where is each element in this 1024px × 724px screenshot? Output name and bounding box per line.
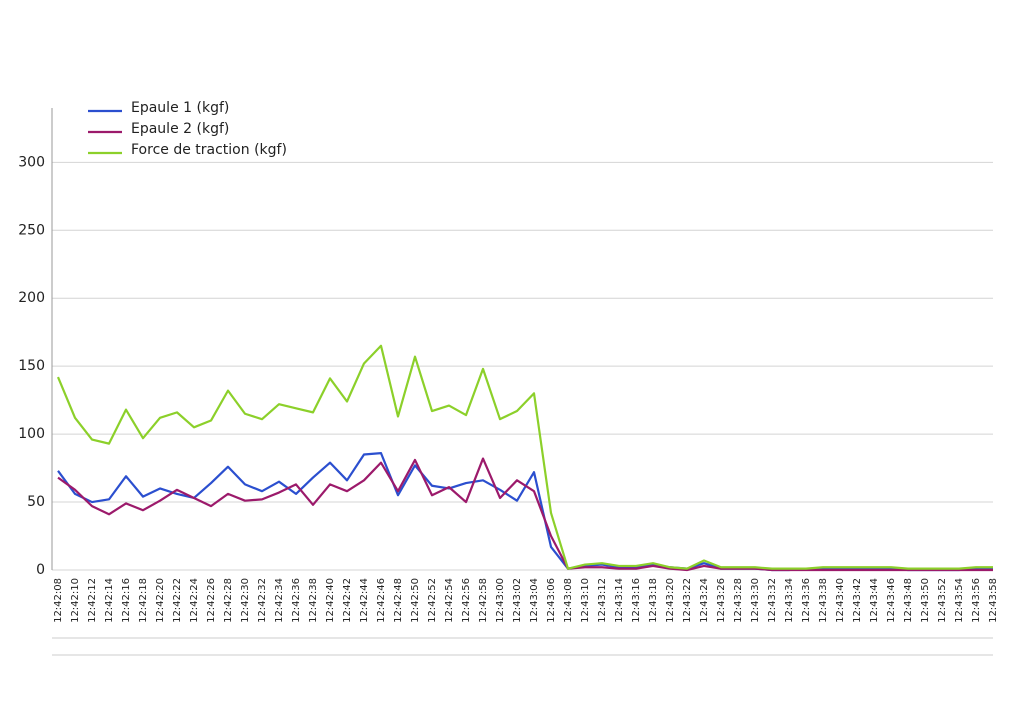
legend-label: Epaule 1 (kgf)	[131, 100, 229, 116]
x-tick-label: 12:42:48	[393, 578, 404, 623]
x-tick-label: 12:43:44	[869, 578, 880, 623]
x-tick-label: 12:42:12	[87, 578, 98, 623]
x-tick-label: 12:43:36	[801, 578, 812, 623]
x-tick-label: 12:42:34	[274, 578, 285, 623]
series-line	[57, 452, 993, 572]
x-tick-label: 12:43:18	[648, 578, 659, 623]
y-tick-label: 150	[18, 358, 45, 374]
x-tick-label: 12:43:22	[682, 578, 693, 623]
legend-label: Epaule 2 (kgf)	[131, 121, 229, 137]
x-tick-label: 12:42:08	[53, 578, 64, 623]
x-tick-label: 12:43:06	[546, 578, 557, 623]
x-tick-label: 12:43:50	[920, 578, 931, 623]
x-tick-label: 12:43:32	[767, 578, 778, 623]
x-tick-label: 12:43:54	[954, 578, 965, 623]
x-tick-label: 12:42:24	[189, 578, 200, 623]
x-tick-label: 12:42:54	[444, 578, 455, 623]
x-tick-label: 12:43:04	[529, 578, 540, 623]
x-tick-label: 12:42:52	[427, 578, 438, 623]
x-tick-label: 12:43:20	[665, 578, 676, 623]
x-tick-label: 12:42:42	[342, 578, 353, 623]
x-tick-label: 12:42:40	[325, 578, 336, 623]
x-tick-label: 12:43:24	[699, 578, 710, 623]
x-tick-label: 12:43:38	[818, 578, 829, 623]
x-tick-label: 12:42:50	[410, 578, 421, 623]
x-tick-label: 12:43:48	[903, 578, 914, 623]
y-tick-label: 200	[18, 290, 45, 306]
x-tick-label: 12:42:58	[478, 578, 489, 623]
x-tick-label: 12:43:14	[614, 578, 625, 623]
x-tick-label: 12:43:10	[580, 578, 591, 623]
x-tick-label: 12:43:12	[597, 578, 608, 623]
x-tick-label: 12:43:26	[716, 578, 727, 623]
y-tick-label: 250	[18, 222, 45, 238]
series-line	[56, 344, 993, 570]
x-tick-label: 12:43:58	[988, 578, 999, 623]
x-tick-label: 12:43:16	[631, 578, 642, 623]
x-tick-label: 12:43:02	[512, 578, 523, 623]
x-tick-label: 12:42:32	[257, 578, 268, 623]
x-tick-label: 12:43:52	[937, 578, 948, 623]
x-tick-label: 12:43:56	[971, 578, 982, 623]
x-tick-label: 12:42:14	[104, 578, 115, 623]
x-tick-label: 12:43:46	[886, 578, 897, 623]
x-tick-label: 12:42:46	[376, 578, 387, 623]
x-tick-label: 12:42:20	[155, 578, 166, 623]
x-tick-label: 12:43:00	[495, 578, 506, 623]
x-tick-label: 12:43:34	[784, 578, 795, 623]
x-tick-label: 12:42:18	[138, 578, 149, 623]
x-tick-label: 12:42:26	[206, 578, 217, 623]
x-tick-label: 12:42:36	[291, 578, 302, 623]
y-tick-label: 50	[27, 494, 45, 510]
y-tick-label: 100	[18, 426, 45, 442]
x-tick-label: 12:42:22	[172, 578, 183, 623]
x-tick-label: 12:43:28	[733, 578, 744, 623]
x-tick-label: 12:42:44	[359, 578, 370, 623]
x-tick-label: 12:42:30	[240, 578, 251, 623]
y-tick-label: 0	[36, 562, 45, 578]
x-tick-label: 12:42:10	[70, 578, 81, 623]
x-tick-label: 12:43:30	[750, 578, 761, 623]
x-tick-label: 12:43:40	[835, 578, 846, 623]
x-tick-label: 12:42:38	[308, 578, 319, 623]
x-tick-label: 12:42:16	[121, 578, 132, 623]
x-tick-label: 12:43:42	[852, 578, 863, 623]
series-line	[57, 457, 993, 572]
legend-label: Force de traction (kgf)	[131, 142, 287, 158]
x-tick-label: 12:42:56	[461, 578, 472, 623]
x-tick-label: 12:43:08	[563, 578, 574, 623]
y-tick-label: 300	[18, 154, 45, 170]
x-tick-label: 12:42:28	[223, 578, 234, 623]
